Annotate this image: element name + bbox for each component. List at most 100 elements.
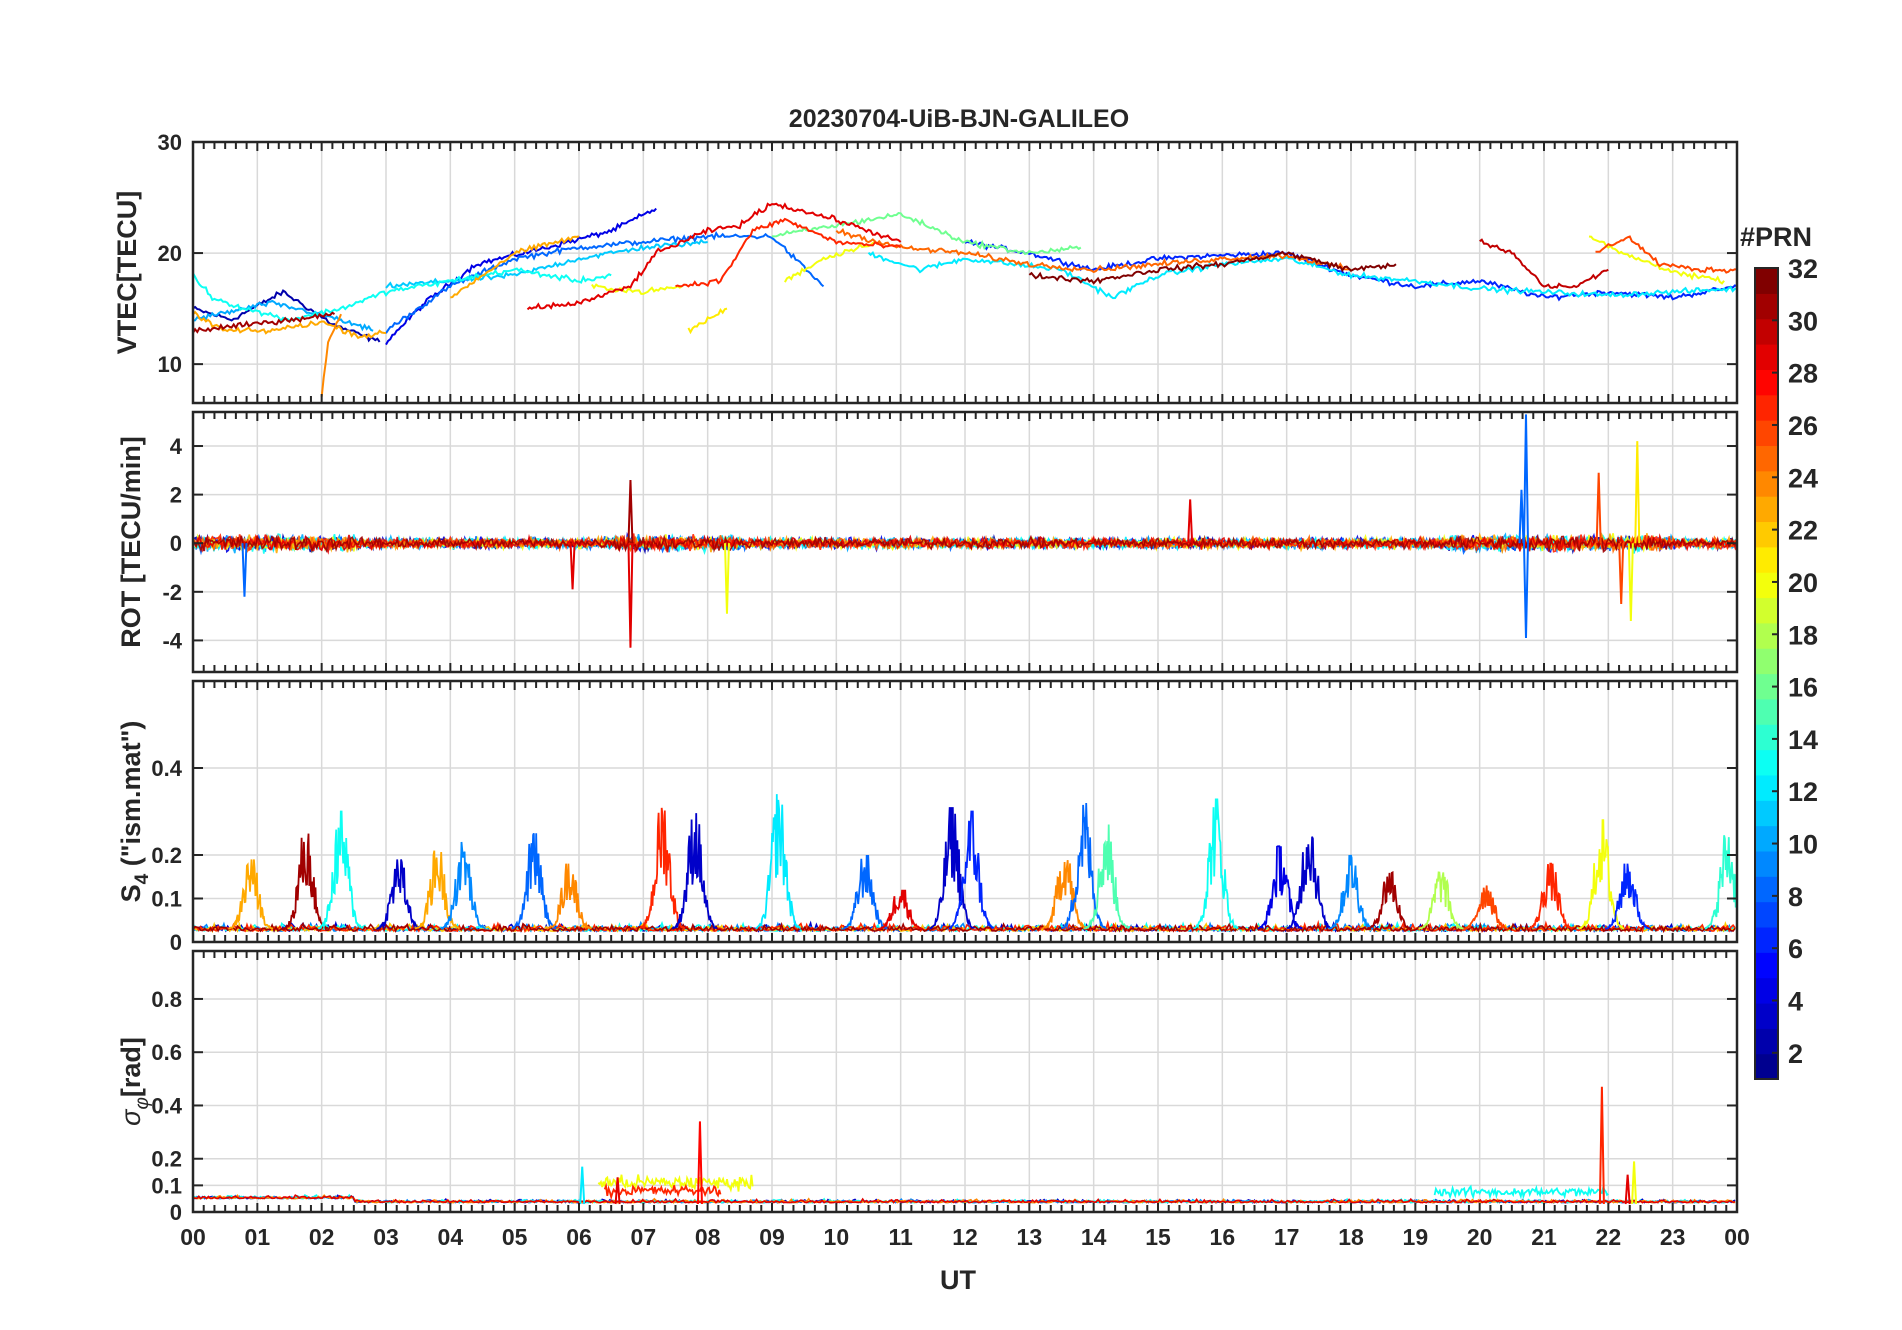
rot-ylabel: ROT [TECU/min] bbox=[116, 436, 146, 647]
colorbar-band bbox=[1755, 749, 1778, 776]
s4-burst bbox=[440, 841, 486, 930]
x-tick-label: 03 bbox=[373, 1224, 399, 1250]
labels-layer: 20230704-UiB-BJN-GALILEO UT #PRN 102030V… bbox=[112, 105, 1812, 1295]
s4-burst bbox=[1418, 871, 1464, 930]
colorbar-band bbox=[1755, 952, 1778, 979]
s4-axes-box bbox=[191, 679, 1739, 944]
rot-spike bbox=[723, 543, 730, 614]
colorbar-tick-label: 26 bbox=[1788, 411, 1818, 441]
colorbar-band bbox=[1755, 673, 1778, 700]
x-tick-label: 09 bbox=[759, 1224, 785, 1250]
rot-ytick-label: -2 bbox=[162, 580, 182, 605]
rot-spike bbox=[569, 543, 576, 590]
x-tick-label: 08 bbox=[695, 1224, 721, 1250]
colorbar-band bbox=[1755, 1002, 1778, 1029]
vtec-ytick-label: 10 bbox=[158, 352, 182, 377]
s4-series-line bbox=[193, 921, 1736, 934]
rot-series-group bbox=[193, 414, 1737, 648]
colorbar-band bbox=[1755, 496, 1778, 523]
x-tick-label: 00 bbox=[180, 1224, 206, 1250]
colorbar-band bbox=[1755, 268, 1778, 294]
rot-ytick-label: 4 bbox=[170, 434, 183, 459]
sigma-series-line bbox=[193, 1194, 1736, 1204]
x-tick-label: 14 bbox=[1081, 1224, 1107, 1250]
rot-spike bbox=[1627, 543, 1634, 621]
colorbar-band bbox=[1755, 394, 1778, 421]
vtec-series-group bbox=[193, 202, 1737, 397]
vtec-series-line bbox=[784, 241, 876, 283]
colorbar-band bbox=[1755, 850, 1778, 877]
vtec-series-line bbox=[193, 310, 387, 340]
colorbar-tick-label: 30 bbox=[1788, 306, 1818, 336]
colorbar-band bbox=[1755, 546, 1778, 573]
x-tick-label: 21 bbox=[1531, 1224, 1557, 1250]
sigma-spike bbox=[579, 1166, 586, 1205]
x-tick-label: 05 bbox=[502, 1224, 528, 1250]
s4-burst bbox=[929, 807, 976, 930]
rot-spike bbox=[1595, 472, 1602, 544]
colorbar-band bbox=[1755, 470, 1778, 497]
colorbar-band bbox=[1755, 825, 1778, 852]
vtec-series-line bbox=[385, 207, 657, 346]
sigma-spike bbox=[696, 1121, 703, 1205]
sigma-spike bbox=[614, 1177, 621, 1205]
rot-series-line bbox=[193, 534, 1737, 554]
vtec-series-line bbox=[1595, 235, 1737, 274]
x-tick-label: 18 bbox=[1338, 1224, 1364, 1250]
colorbar-band bbox=[1755, 800, 1778, 827]
s4-burst bbox=[639, 807, 686, 930]
rot-spike bbox=[1522, 543, 1529, 639]
sigma_phi-series-group bbox=[193, 1086, 1736, 1205]
colorbar-tick-label: 16 bbox=[1788, 673, 1818, 703]
s4-ytick-label: 0.1 bbox=[151, 887, 182, 912]
sigma_phi-ytick-label: 0.2 bbox=[151, 1147, 182, 1172]
sigma_phi-ytick-label: 0 bbox=[170, 1200, 182, 1225]
vtec-series-line bbox=[1588, 235, 1725, 285]
colorbar-band bbox=[1755, 1053, 1778, 1080]
vtec-series-line bbox=[450, 235, 580, 299]
colorbar-tick-label: 28 bbox=[1788, 359, 1818, 389]
colorbar-band bbox=[1755, 876, 1778, 903]
x-tick-label: 12 bbox=[952, 1224, 978, 1250]
x-tick-label: 10 bbox=[824, 1224, 850, 1250]
sigma-elevated-segment bbox=[1433, 1184, 1609, 1200]
s4-burst bbox=[1257, 845, 1303, 930]
s4-burst bbox=[282, 833, 329, 930]
s4-ytick-label: 0 bbox=[170, 930, 182, 955]
colorbar-band bbox=[1755, 648, 1778, 675]
sigma-spike bbox=[1624, 1174, 1631, 1205]
vtec-series-line bbox=[675, 217, 902, 288]
rot-spike bbox=[1187, 499, 1194, 544]
rot-series-line bbox=[193, 533, 1737, 555]
colorbar-band bbox=[1755, 1028, 1778, 1055]
s4-burst bbox=[671, 813, 718, 930]
x-tick-label: 01 bbox=[245, 1224, 271, 1250]
x-axis-label: UT bbox=[940, 1265, 976, 1295]
colorbar-band bbox=[1755, 977, 1778, 1004]
s4-burst bbox=[1060, 802, 1107, 930]
vtec-series-line bbox=[591, 283, 683, 295]
vtec-series-line bbox=[867, 251, 1737, 300]
x-tick-label: 04 bbox=[438, 1224, 464, 1250]
s4-series-group bbox=[193, 794, 1737, 935]
vtec-axes-box bbox=[191, 140, 1739, 405]
x-tick-label: 11 bbox=[889, 1224, 914, 1250]
vtec-ytick-label: 20 bbox=[158, 241, 182, 266]
colorbar-tick-label: 18 bbox=[1788, 620, 1818, 650]
vtec-series-line bbox=[320, 313, 342, 397]
x-tick-label: 15 bbox=[1145, 1224, 1171, 1250]
vtec-series-line bbox=[1028, 250, 1397, 285]
s4-burst bbox=[948, 810, 995, 930]
colorbar-tick-label: 12 bbox=[1788, 777, 1818, 807]
s4-burst bbox=[318, 810, 364, 930]
vtec-ytick-label: 30 bbox=[158, 130, 182, 155]
colorbar-band bbox=[1755, 774, 1778, 801]
colorbar-band bbox=[1755, 420, 1778, 447]
rot-spike bbox=[1634, 441, 1641, 544]
colorbar-band bbox=[1755, 521, 1778, 548]
rot-spike bbox=[1618, 543, 1625, 604]
vtec-ylabel: VTEC[TECU] bbox=[112, 191, 142, 355]
colorbar-tick-label: 2 bbox=[1788, 1039, 1803, 1069]
